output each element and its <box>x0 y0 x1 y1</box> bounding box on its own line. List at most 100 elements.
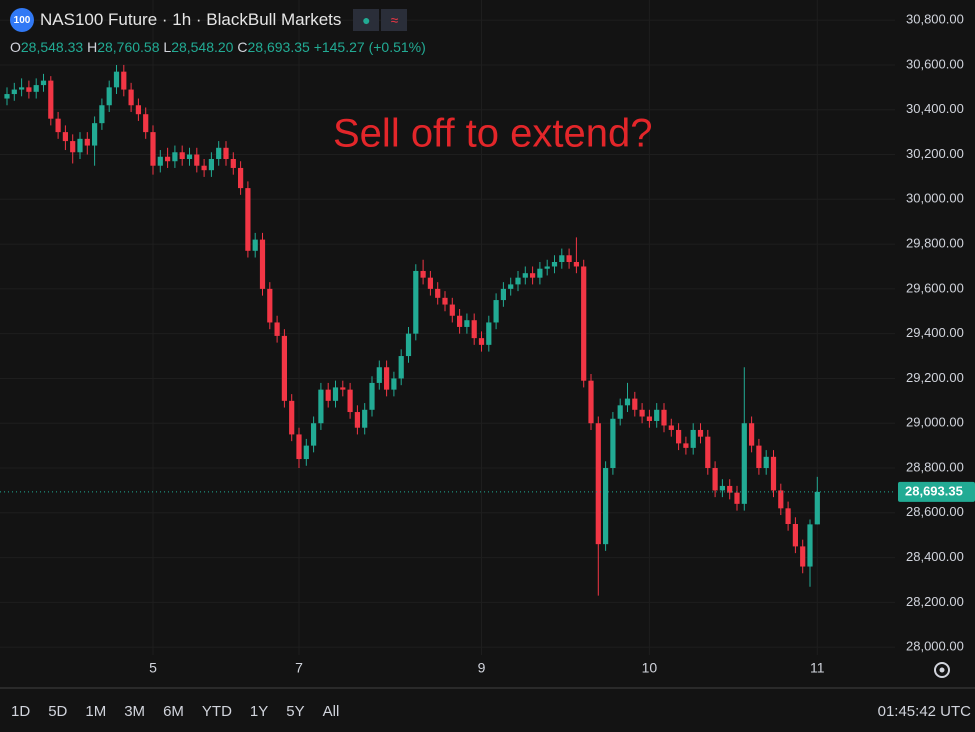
candle-body <box>588 380 594 424</box>
candle-body <box>749 423 755 446</box>
candle-body <box>19 87 25 90</box>
y-tick-label: 28,800.00 <box>906 459 964 474</box>
ohlc-key: L <box>163 39 172 55</box>
candle-body <box>267 288 273 323</box>
candle-body <box>376 367 382 383</box>
y-tick-label: 29,600.00 <box>906 280 964 295</box>
candle-body <box>150 132 156 166</box>
candle-body <box>537 268 543 278</box>
candle-body <box>573 262 579 267</box>
x-tick-label: 11 <box>810 660 825 676</box>
candle-body <box>325 389 331 401</box>
symbol-badge: 100 <box>10 8 34 32</box>
candle-body <box>318 389 324 424</box>
candle-body <box>610 418 616 469</box>
ohlc: O28,548.33 H28,760.58 L28,548.20 C28,693… <box>10 39 426 55</box>
candle-body <box>4 94 10 99</box>
candle-body <box>201 165 207 171</box>
candle-body <box>165 156 171 162</box>
candle-body <box>384 367 390 390</box>
candle-body <box>99 105 105 124</box>
candle-body <box>654 409 660 421</box>
ohlc-value: 28,760.58 <box>97 39 160 55</box>
candle-body <box>33 85 39 92</box>
range-button[interactable]: 5Y <box>286 702 305 720</box>
range-button[interactable]: 1M <box>85 702 107 720</box>
candle-body <box>530 273 536 278</box>
candle-body <box>624 398 631 406</box>
candle-body <box>807 524 813 567</box>
candle-body <box>705 436 711 469</box>
candle-body <box>157 156 163 166</box>
candle-body <box>639 409 645 417</box>
annotation: Sell off to extend? <box>333 112 653 156</box>
candle-body <box>238 167 244 189</box>
candle-body <box>493 300 499 323</box>
candle-body <box>208 158 214 171</box>
candle-body <box>770 456 777 491</box>
candle-body <box>252 239 258 251</box>
candle-body <box>427 277 433 289</box>
range-button[interactable]: 5D <box>48 702 68 720</box>
y-tick-label: 29,200.00 <box>906 370 964 385</box>
candle-body <box>486 322 492 345</box>
range-button[interactable]: 1D <box>11 702 31 720</box>
candle-body <box>106 87 112 106</box>
range-button[interactable]: 3M <box>124 702 146 720</box>
y-tick-label: 28,400.00 <box>906 549 964 564</box>
candle-body <box>405 333 412 357</box>
candle-body <box>77 138 83 153</box>
candle-body <box>661 409 667 426</box>
candle-body <box>478 338 485 345</box>
candle-body <box>457 315 463 327</box>
ohlc-key: H <box>87 39 98 55</box>
candle-body <box>646 416 652 421</box>
candle-body <box>172 152 178 162</box>
candle-body <box>274 322 280 336</box>
candle-body <box>245 188 251 251</box>
candle-body <box>734 492 740 504</box>
y-tick-label: 30,800.00 <box>906 12 964 27</box>
ohlc-key: O <box>10 39 21 55</box>
candle-body <box>194 154 200 166</box>
candle-body <box>40 80 47 86</box>
ohlc-value: 28,693.35 <box>247 39 310 55</box>
range-button[interactable]: 6M <box>163 702 184 720</box>
candle-body <box>435 288 441 298</box>
ohlc-value: 28,548.33 <box>20 39 84 55</box>
candle-body <box>756 445 762 469</box>
grid <box>0 0 895 655</box>
candle-body <box>340 387 346 390</box>
toolbar: 1D 5D 1M 3M 6M YTD 1Y 5Y All 01:45:42 UTC <box>0 688 975 732</box>
y-tick-label: 28,200.00 <box>906 594 964 609</box>
candle-body <box>668 425 674 430</box>
candle-body <box>92 123 98 146</box>
candle-body <box>281 335 287 401</box>
candle-body <box>26 87 32 92</box>
candle-body <box>727 485 733 493</box>
x-tick-label: 5 <box>149 660 157 676</box>
candle-body <box>223 147 229 159</box>
range-button[interactable]: All <box>322 702 340 720</box>
symbol-title[interactable]: NAS100 Future · 1h · BlackBull Markets <box>40 10 342 29</box>
settings-icon[interactable] <box>934 662 950 678</box>
status-pill[interactable]: ● ≈ <box>353 9 408 31</box>
candle-body <box>128 89 134 106</box>
candle-body <box>697 429 704 437</box>
range-button[interactable]: 1Y <box>249 702 269 720</box>
y-tick-label: 30,000.00 <box>906 191 964 206</box>
range-button[interactable]: YTD <box>201 702 232 720</box>
candle-body <box>442 297 448 305</box>
candle-body <box>48 80 54 119</box>
candles <box>0 64 895 596</box>
candle-body <box>792 524 798 547</box>
candle-body <box>617 405 623 419</box>
candle-body <box>62 132 68 142</box>
candle-body <box>785 508 791 524</box>
candle-body <box>362 409 368 428</box>
candle-body <box>84 138 90 146</box>
candle-body <box>369 382 375 410</box>
candle-body <box>135 105 141 115</box>
candle-body <box>186 154 193 159</box>
